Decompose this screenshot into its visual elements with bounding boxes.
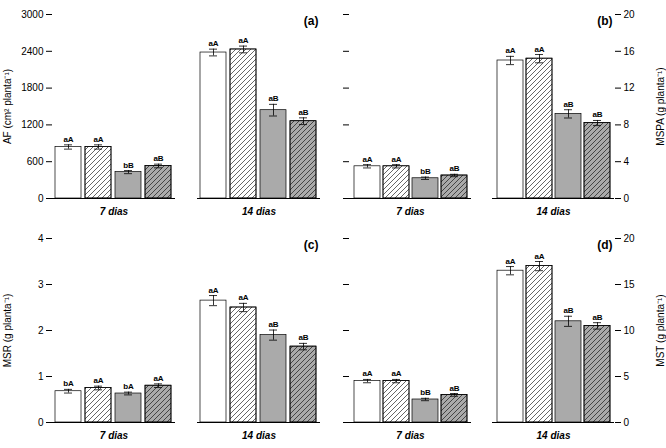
svg-text:1: 1 [38,371,44,382]
svg-text:8: 8 [624,119,630,130]
svg-text:bB: bB [123,161,134,170]
svg-text:aA: aA [238,293,248,302]
svg-text:2400: 2400 [21,46,44,57]
svg-text:AF (cm² planta⁻¹): AF (cm² planta⁻¹) [2,69,13,144]
svg-text:bB: bB [420,167,431,176]
svg-text:0: 0 [38,193,44,204]
svg-text:(d): (d) [597,238,612,252]
svg-text:aA: aA [391,155,401,164]
svg-text:aA: aA [505,46,515,55]
svg-text:bB: bB [420,388,431,397]
svg-text:600: 600 [27,156,44,167]
svg-text:12: 12 [624,82,636,93]
svg-text:aA: aA [534,45,544,54]
svg-text:MSPA (g planta⁻¹): MSPA (g planta⁻¹) [655,67,666,145]
svg-text:aA: aA [153,374,163,383]
svg-text:bA: bA [123,382,134,391]
svg-text:3: 3 [38,279,44,290]
svg-text:(a): (a) [304,14,319,28]
svg-text:14 dias: 14 dias [537,206,571,217]
svg-text:(b): (b) [597,14,612,28]
svg-text:aB: aB [592,110,602,119]
svg-text:4: 4 [624,156,630,167]
svg-text:MSR (g planta⁻¹): MSR (g planta⁻¹) [2,294,13,368]
svg-text:4: 4 [38,233,44,244]
svg-text:MST (g planta⁻¹): MST (g planta⁻¹) [655,294,666,366]
svg-text:aB: aB [563,100,573,109]
svg-text:7 dias: 7 dias [100,430,129,441]
svg-text:aA: aA [93,135,103,144]
svg-text:20: 20 [624,233,636,244]
svg-text:aB: aB [268,320,278,329]
svg-text:aB: aB [592,313,602,322]
svg-text:aA: aA [362,369,372,378]
svg-text:aA: aA [208,286,218,295]
svg-text:0: 0 [624,193,630,204]
svg-text:16: 16 [624,46,636,57]
svg-text:10: 10 [624,325,636,336]
svg-text:bA: bA [63,379,74,388]
svg-text:aA: aA [534,252,544,261]
svg-text:aB: aB [563,306,573,315]
svg-text:14 dias: 14 dias [242,206,276,217]
svg-text:2: 2 [38,325,44,336]
svg-text:0: 0 [38,417,44,428]
svg-text:aA: aA [208,39,218,48]
svg-text:aA: aA [362,155,372,164]
svg-text:20: 20 [624,9,636,20]
svg-text:3000: 3000 [21,9,44,20]
svg-text:(c): (c) [304,238,319,252]
svg-text:aB: aB [449,384,459,393]
svg-text:aB: aB [449,164,459,173]
svg-text:1800: 1800 [21,82,44,93]
svg-text:1200: 1200 [21,119,44,130]
svg-text:7 dias: 7 dias [100,206,129,217]
svg-text:aA: aA [238,36,248,45]
svg-text:aB: aB [298,108,308,117]
svg-text:14 dias: 14 dias [242,430,276,441]
svg-text:aA: aA [93,376,103,385]
svg-text:5: 5 [624,371,630,382]
svg-text:aA: aA [63,135,73,144]
svg-text:0: 0 [624,417,630,428]
svg-text:aB: aB [298,333,308,342]
svg-text:7 dias: 7 dias [396,430,425,441]
svg-text:aB: aB [153,154,163,163]
svg-text:aB: aB [268,94,278,103]
svg-text:7 dias: 7 dias [396,206,425,217]
svg-text:14 dias: 14 dias [537,430,571,441]
svg-text:15: 15 [624,279,636,290]
svg-text:aA: aA [391,369,401,378]
svg-text:aA: aA [505,257,515,266]
